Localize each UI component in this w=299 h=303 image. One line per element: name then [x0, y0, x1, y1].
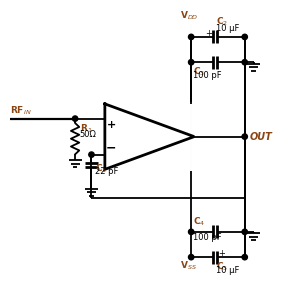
Circle shape — [242, 134, 247, 139]
Text: R$_1$: R$_1$ — [80, 123, 92, 135]
Text: RF$_{IN}$: RF$_{IN}$ — [10, 105, 31, 117]
Text: C$_1$: C$_1$ — [95, 162, 107, 175]
Text: C$_2$: C$_2$ — [216, 15, 228, 28]
Text: 50Ω: 50Ω — [80, 131, 97, 139]
Text: OUT: OUT — [249, 132, 272, 142]
Text: −: − — [106, 142, 117, 155]
Text: 100 pF: 100 pF — [193, 71, 221, 80]
Text: 10 μF: 10 μF — [216, 24, 240, 33]
Text: V$_{DD}$: V$_{DD}$ — [179, 9, 198, 22]
Circle shape — [188, 229, 194, 235]
Circle shape — [72, 116, 78, 121]
Text: C$_3$: C$_3$ — [193, 66, 205, 78]
Circle shape — [242, 59, 247, 65]
Text: +: + — [205, 29, 212, 38]
Text: C$_4$: C$_4$ — [193, 216, 205, 228]
Circle shape — [242, 34, 247, 40]
Text: V$_{SS}$: V$_{SS}$ — [180, 260, 197, 272]
Text: C$_5$: C$_5$ — [216, 261, 229, 273]
Text: 100 pF: 100 pF — [193, 233, 221, 242]
Circle shape — [188, 255, 194, 260]
Text: 10 μF: 10 μF — [216, 266, 240, 275]
Circle shape — [188, 59, 194, 65]
Text: 22 pF: 22 pF — [95, 167, 118, 176]
Circle shape — [242, 229, 247, 235]
Text: +: + — [107, 120, 116, 130]
Text: +: + — [218, 249, 225, 258]
Circle shape — [89, 152, 94, 157]
Circle shape — [188, 34, 194, 40]
Circle shape — [242, 255, 247, 260]
